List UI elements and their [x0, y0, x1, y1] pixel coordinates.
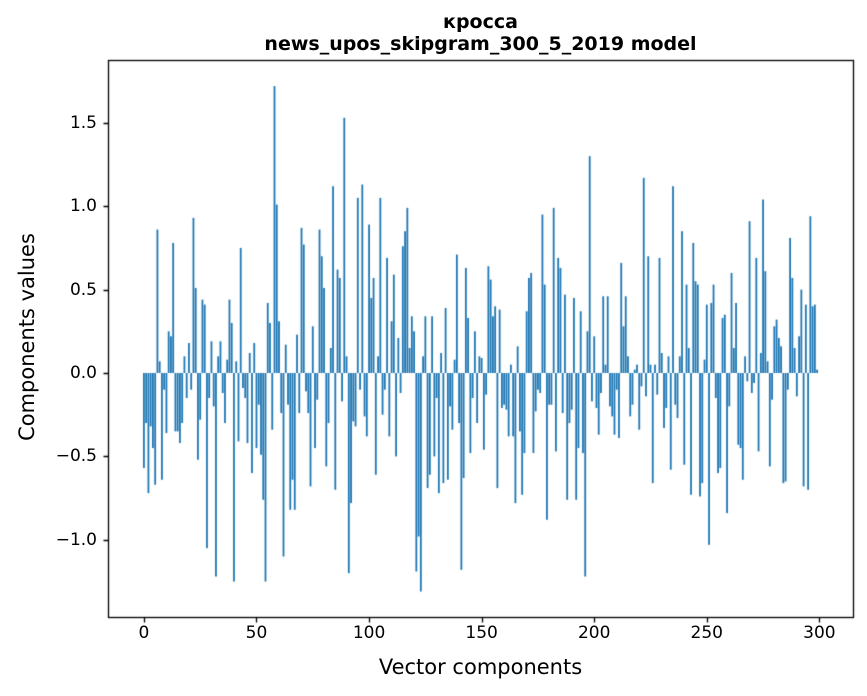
x-tick-label: 150	[465, 623, 498, 643]
x-tick-label: 300	[803, 623, 836, 643]
y-tick-label: 0.0	[69, 363, 97, 383]
x-axis-label: Vector components	[378, 655, 583, 679]
chart-title-line-2: news_upos_skipgram_300_5_2019 model	[264, 33, 697, 55]
x-tick-label: 200	[577, 623, 611, 643]
x-tick-label: 50	[245, 623, 268, 643]
y-tick-label: 0.5	[69, 279, 97, 300]
y-tick-label: 1.0	[69, 196, 97, 217]
y-axis-label: Components values	[15, 233, 39, 441]
x-tick-label: 0	[138, 623, 150, 643]
x-tick-label: 250	[690, 623, 723, 643]
y-tick-label: −1.0	[55, 529, 97, 550]
y-tick-label: 1.5	[69, 112, 97, 133]
chart-title: кросса news_upos_skipgram_300_5_2019 mod…	[108, 11, 853, 55]
x-tick-label: 100	[352, 623, 386, 643]
chart-title-line-1: кросса	[443, 11, 518, 33]
y-tick-label: −0.5	[55, 446, 97, 467]
